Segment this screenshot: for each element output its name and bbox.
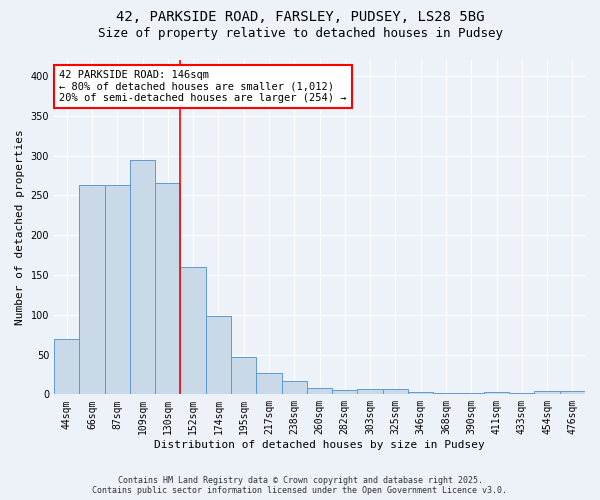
Text: Size of property relative to detached houses in Pudsey: Size of property relative to detached ho… [97,28,503,40]
Bar [358,389,383,394]
Bar [383,389,408,394]
Bar [206,316,231,394]
Bar [79,185,104,394]
Bar [155,184,181,394]
X-axis label: Distribution of detached houses by size in Pudsey: Distribution of detached houses by size … [154,440,485,450]
Bar [433,392,458,394]
Bar [509,392,535,394]
Bar [307,388,332,394]
Bar [281,381,307,394]
Bar [256,373,281,394]
Bar [181,267,206,394]
Y-axis label: Number of detached properties: Number of detached properties [15,130,25,325]
Bar [130,160,155,394]
Text: 42 PARKSIDE ROAD: 146sqm
← 80% of detached houses are smaller (1,012)
20% of sem: 42 PARKSIDE ROAD: 146sqm ← 80% of detach… [59,70,347,103]
Bar [332,390,358,394]
Text: 42, PARKSIDE ROAD, FARSLEY, PUDSEY, LS28 5BG: 42, PARKSIDE ROAD, FARSLEY, PUDSEY, LS28… [116,10,484,24]
Text: Contains HM Land Registry data © Crown copyright and database right 2025.
Contai: Contains HM Land Registry data © Crown c… [92,476,508,495]
Bar [231,357,256,395]
Bar [535,391,560,394]
Bar [484,392,509,394]
Bar [560,391,585,394]
Bar [54,338,79,394]
Bar [104,185,130,394]
Bar [408,392,433,394]
Bar [458,392,484,394]
